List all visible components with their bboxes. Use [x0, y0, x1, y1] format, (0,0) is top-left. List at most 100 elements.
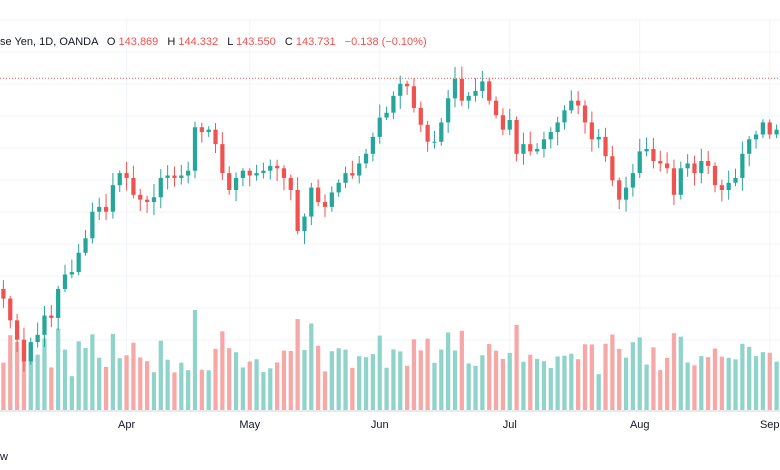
candle-body — [706, 161, 711, 166]
candle — [432, 130, 437, 149]
candle — [500, 108, 506, 136]
volume-bar — [144, 361, 150, 410]
candle — [261, 162, 266, 179]
x-tick-label: May — [239, 419, 260, 431]
candle-body — [247, 170, 252, 176]
candle-body — [569, 100, 574, 111]
candle — [165, 165, 170, 190]
volume-bar — [603, 343, 608, 410]
volume-bar — [699, 356, 704, 410]
candle-body — [418, 107, 423, 125]
volume-bar — [692, 365, 697, 410]
candle-body — [466, 95, 471, 101]
volume-bar — [576, 359, 581, 410]
candle — [548, 127, 553, 149]
candle — [576, 91, 581, 115]
candle-body — [514, 120, 519, 154]
volume-bar — [8, 335, 13, 410]
candle-body — [589, 122, 594, 140]
candle-body — [534, 148, 540, 152]
candle-body — [288, 177, 293, 190]
volume-bar — [377, 335, 382, 410]
candle — [671, 159, 677, 206]
candle — [493, 96, 499, 119]
candle — [637, 138, 642, 178]
candle-body — [172, 175, 177, 178]
candle-body — [678, 168, 683, 195]
candle — [179, 164, 184, 185]
candle-body — [363, 153, 369, 164]
candle — [268, 159, 273, 180]
volume-bar — [172, 372, 177, 410]
candle-body — [370, 136, 376, 154]
volume-bar — [767, 352, 772, 410]
volume-bar — [671, 333, 677, 410]
candle — [151, 183, 157, 216]
candle-body — [309, 187, 314, 217]
volume-bar — [165, 359, 170, 410]
legend-open-value: 143.869 — [119, 36, 159, 48]
candle-body — [576, 100, 581, 106]
candle — [569, 90, 574, 114]
volume-bar — [206, 370, 211, 410]
candle-body — [726, 182, 731, 190]
volume-bar — [391, 349, 396, 410]
volume-bar — [507, 352, 512, 410]
volume-bar — [302, 350, 307, 410]
volume-bar — [350, 367, 355, 410]
candle — [302, 213, 307, 245]
candle — [206, 126, 211, 137]
candle-body — [227, 173, 232, 190]
candle-body — [637, 151, 642, 174]
candle — [678, 161, 683, 200]
candle — [247, 168, 252, 187]
legend-close-key: C — [285, 36, 293, 48]
volume-bar — [21, 340, 27, 410]
candle-body — [165, 175, 170, 178]
volume-bar — [254, 359, 259, 410]
legend-close-value: 143.731 — [296, 36, 336, 48]
volume-bar — [452, 350, 458, 410]
candle — [398, 75, 403, 109]
candle — [295, 177, 300, 235]
volume-bar — [541, 361, 547, 410]
candle-body — [603, 136, 608, 157]
volume-bar — [76, 341, 81, 410]
candle-body — [404, 83, 410, 87]
candle — [685, 154, 690, 177]
candle-body — [719, 185, 724, 190]
candle — [699, 148, 704, 184]
volume-bar — [610, 334, 615, 410]
candle-body — [220, 144, 225, 174]
candle-body — [747, 139, 752, 154]
candle-body — [192, 127, 198, 171]
candle-body — [158, 177, 163, 198]
candle — [596, 128, 601, 149]
volume-bar — [131, 342, 136, 410]
candle — [370, 132, 376, 162]
volume-bar — [336, 348, 341, 410]
candle-body — [76, 252, 81, 273]
volume-bar — [97, 357, 102, 410]
legend-low-key: L — [227, 36, 233, 48]
candle-body — [62, 274, 68, 289]
candle — [459, 66, 464, 107]
volume-bar — [534, 358, 540, 410]
volume-bar — [466, 363, 471, 410]
candle-body — [56, 288, 61, 318]
candle — [69, 259, 74, 279]
candle-body — [446, 98, 451, 123]
candle — [774, 124, 779, 139]
candle — [131, 165, 136, 199]
candle-body — [487, 81, 492, 101]
volume-bar — [28, 347, 33, 410]
candle-body — [617, 180, 622, 200]
legend-change: −0.138 (−0.10%) — [345, 36, 427, 48]
candle-body — [343, 173, 348, 183]
volume-bar — [623, 357, 629, 410]
volume-bar — [309, 323, 314, 410]
legend-open-key: O — [107, 36, 116, 48]
candle-body — [103, 206, 109, 212]
